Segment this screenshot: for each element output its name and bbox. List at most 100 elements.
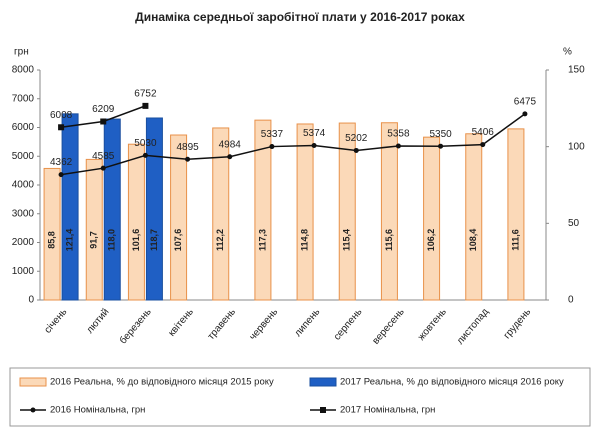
marker bbox=[269, 144, 275, 150]
legend-marker bbox=[30, 407, 36, 413]
chart-title: Динаміка середньої заробітної плати у 20… bbox=[135, 10, 465, 24]
bar-value-label: 107,6 bbox=[173, 229, 183, 252]
marker bbox=[58, 124, 65, 131]
legend-label: 2016 Реальна, % до відповідного місяця 2… bbox=[50, 377, 274, 388]
line-value-label: 6752 bbox=[134, 89, 157, 100]
bar-value-label: 111,6 bbox=[510, 229, 520, 251]
bar bbox=[507, 128, 525, 301]
x-tick-label: січень bbox=[43, 307, 70, 336]
marker bbox=[185, 156, 191, 162]
bar bbox=[145, 117, 163, 301]
marker bbox=[58, 172, 64, 178]
line-value-label: 6475 bbox=[514, 96, 537, 107]
bar bbox=[254, 119, 272, 301]
y-tick-label: 8000 bbox=[12, 65, 35, 76]
y-tick-label: 6000 bbox=[12, 122, 35, 133]
line-value-label: 5350 bbox=[429, 129, 452, 140]
x-tick-label: лютий bbox=[85, 307, 112, 336]
marker bbox=[142, 102, 149, 109]
x-tick-label: квітень bbox=[166, 307, 195, 339]
marker bbox=[142, 152, 148, 158]
bar bbox=[465, 133, 483, 301]
bar-value-label: 117,3 bbox=[257, 229, 267, 251]
bar-value-label: 115,4 bbox=[342, 229, 352, 251]
x-tick-label: травень bbox=[206, 307, 238, 343]
marker bbox=[438, 143, 444, 149]
line-value-label: 4984 bbox=[219, 139, 242, 150]
bar bbox=[296, 123, 314, 301]
y2-tick-label: 100 bbox=[568, 141, 585, 152]
y-tick-label: 3000 bbox=[12, 208, 35, 219]
bar bbox=[103, 118, 121, 301]
x-tick-label: листопад bbox=[455, 306, 491, 346]
legend-label: 2017 Реальна, % до відповідного місяця 2… bbox=[340, 377, 564, 388]
bar bbox=[170, 134, 188, 301]
legend-box bbox=[9, 367, 591, 427]
bar bbox=[212, 127, 230, 301]
y-tick-label: 0 bbox=[28, 295, 34, 306]
bar-value-label: 121,4 bbox=[64, 229, 74, 252]
bar-value-label: 118,0 bbox=[107, 229, 117, 251]
bar bbox=[61, 113, 79, 301]
bar-value-label: 114,8 bbox=[299, 229, 309, 251]
legend-swatch bbox=[309, 377, 337, 387]
line-value-label: 5406 bbox=[472, 127, 495, 138]
marker bbox=[353, 147, 359, 153]
x-tick-label: жовтень bbox=[416, 307, 449, 343]
bar bbox=[127, 143, 145, 301]
legend-swatch bbox=[19, 377, 47, 387]
marker bbox=[100, 118, 107, 125]
legend-marker bbox=[320, 407, 326, 413]
x-tick-label: серпень bbox=[332, 307, 365, 343]
bar-value-label: 91,7 bbox=[89, 231, 99, 249]
line-value-label: 6008 bbox=[50, 110, 73, 121]
y2-tick-label: 150 bbox=[568, 65, 585, 76]
x-tick-label: грудень bbox=[502, 307, 534, 342]
bar bbox=[85, 158, 103, 301]
y2-axis-label: % bbox=[563, 47, 572, 58]
x-tick-label: липень bbox=[293, 307, 323, 339]
y-tick-label: 7000 bbox=[12, 93, 35, 104]
x-tick-label: березень bbox=[117, 306, 154, 347]
marker bbox=[480, 142, 486, 148]
line-value-label: 5030 bbox=[134, 138, 157, 149]
line-value-label: 5202 bbox=[345, 133, 368, 144]
bar bbox=[423, 136, 441, 301]
bar-value-label: 112,2 bbox=[215, 229, 225, 251]
bar bbox=[43, 167, 61, 301]
y2-tick-label: 0 bbox=[568, 295, 574, 306]
bar-value-label: 108,4 bbox=[468, 229, 478, 252]
line-value-label: 5374 bbox=[303, 128, 326, 139]
x-tick-label: вересень bbox=[371, 307, 407, 347]
marker bbox=[395, 143, 401, 149]
bar-value-label: 115,6 bbox=[384, 229, 394, 251]
y-axis-label: грн bbox=[14, 47, 29, 58]
y-tick-label: 5000 bbox=[12, 151, 35, 162]
y2-tick-label: 50 bbox=[568, 218, 580, 229]
x-tick-label: червень bbox=[247, 307, 280, 343]
bar-value-label: 85,8 bbox=[46, 231, 56, 249]
marker bbox=[227, 154, 233, 160]
line-value-label: 6209 bbox=[92, 104, 115, 115]
y-tick-label: 4000 bbox=[12, 180, 35, 191]
bar bbox=[380, 122, 398, 301]
bar-value-label: 118,7 bbox=[149, 229, 159, 251]
marker bbox=[100, 165, 106, 171]
line-value-label: 4362 bbox=[50, 157, 73, 168]
line-value-label: 4585 bbox=[92, 151, 115, 162]
marker bbox=[522, 111, 528, 117]
y-tick-label: 1000 bbox=[12, 266, 35, 277]
marker bbox=[311, 142, 317, 148]
bar-value-label: 101,6 bbox=[131, 229, 141, 252]
line-value-label: 4895 bbox=[176, 142, 199, 153]
bar-value-label: 106,2 bbox=[426, 229, 436, 252]
line bbox=[60, 113, 526, 176]
legend-label: 2016 Номінальна, грн bbox=[50, 405, 145, 416]
bar bbox=[338, 122, 356, 301]
legend-label: 2017 Номінальна, грн bbox=[340, 405, 435, 416]
line-value-label: 5358 bbox=[387, 129, 410, 140]
y-tick-label: 2000 bbox=[12, 237, 35, 248]
line-value-label: 5337 bbox=[261, 129, 284, 140]
